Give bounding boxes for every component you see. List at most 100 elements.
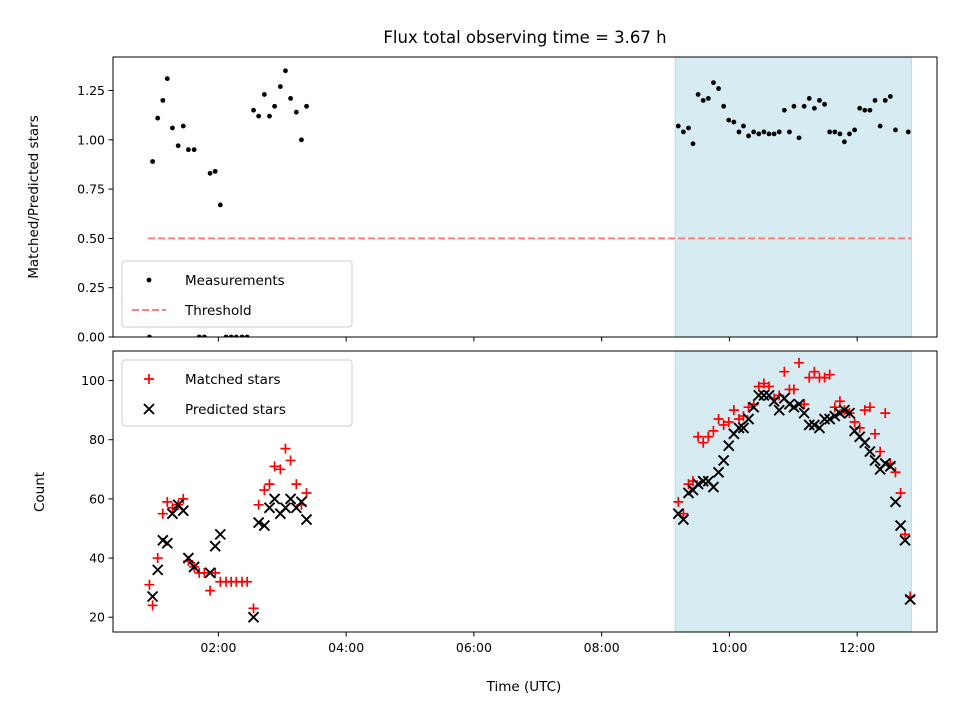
predicted-star-point <box>279 502 292 514</box>
matched-star-point <box>280 443 291 454</box>
matched-star-point <box>259 485 270 496</box>
predicted-star-point <box>295 496 308 508</box>
measurement-point <box>175 143 181 149</box>
measurement-point <box>217 202 223 208</box>
matched-star-point <box>269 461 280 472</box>
matched-star-point <box>890 467 901 478</box>
top-series-measurements <box>147 68 911 337</box>
matched-star-point <box>799 399 810 410</box>
predicted-star-point <box>263 502 276 514</box>
matched-star-point <box>242 576 253 587</box>
measurement-point <box>261 92 267 97</box>
matched-star-point <box>144 579 155 590</box>
measurement-point <box>201 334 207 337</box>
predicted-star-point <box>798 407 810 419</box>
measurement-point <box>787 129 792 135</box>
measurement-point <box>695 92 701 97</box>
measurement-point <box>841 139 847 145</box>
measurement-point <box>756 131 762 137</box>
measurement-point <box>776 129 782 135</box>
measurement-point <box>796 135 802 141</box>
top-y-tick-label: 0.25 <box>77 280 105 295</box>
measurement-point <box>832 129 838 135</box>
matched-star-point <box>834 396 845 407</box>
predicted-star-point <box>838 404 851 416</box>
measurement-point <box>256 113 262 119</box>
predicted-star-point <box>258 519 271 532</box>
measurement-point <box>726 117 732 123</box>
measurement-point <box>862 107 868 113</box>
measurement-point <box>185 147 191 153</box>
predicted-star-point <box>742 413 755 425</box>
matched-star-point <box>253 499 264 510</box>
measurement-point <box>700 97 706 103</box>
top-shaded-region <box>674 56 912 338</box>
top-y-tick-label: 1.00 <box>77 132 105 147</box>
matched-star-point <box>708 425 719 436</box>
bottom-x-tick-label: 12:00 <box>839 640 875 655</box>
measurement-point <box>766 131 772 137</box>
measurement-point <box>741 123 746 129</box>
predicted-star-point <box>697 475 709 487</box>
measurement-point <box>147 334 152 337</box>
measurement-point <box>791 103 797 109</box>
matched-star-point <box>723 416 734 427</box>
matched-star-point <box>779 366 790 377</box>
measurement-point <box>170 125 175 131</box>
measurement-point <box>155 115 161 121</box>
measurement-point <box>905 129 911 135</box>
measurement-point <box>160 97 166 103</box>
predicted-star-point <box>889 496 902 508</box>
measurement-point <box>293 109 299 115</box>
bottom-shaded-region <box>674 350 912 633</box>
measurement-point <box>867 107 873 113</box>
bottom-legend-predicted-stars-swatch <box>143 403 155 415</box>
bottom-y-tick-label: 20 <box>89 610 105 625</box>
predicted-star-point <box>677 513 690 526</box>
measurement-point <box>675 123 681 129</box>
measurement-point <box>781 107 787 113</box>
measurement-point <box>877 123 883 129</box>
matched-star-point <box>162 496 173 507</box>
predicted-star-point <box>284 493 297 505</box>
measurement-point <box>150 159 156 164</box>
measurement-point <box>705 96 711 101</box>
measurement-point <box>283 68 288 74</box>
bottom-y-tick-label: 80 <box>89 432 105 447</box>
matched-star-point <box>895 487 906 498</box>
predicted-star-point <box>748 401 760 413</box>
predicted-star-point <box>182 552 195 564</box>
predicted-star-point <box>843 407 856 419</box>
measurement-point <box>857 105 863 111</box>
measurement-point <box>771 131 777 137</box>
measurement-point <box>822 101 827 107</box>
measurement-point <box>180 123 186 129</box>
bottom-legend-predicted-stars-label: Predicted stars <box>185 402 286 418</box>
bottom-y-tick-label: 60 <box>89 491 105 506</box>
predicted-star-point <box>188 561 200 573</box>
matched-star-point <box>794 357 805 368</box>
measurement-point <box>207 170 213 176</box>
measurement-point <box>251 107 256 113</box>
measurement-point <box>751 129 757 135</box>
matched-star-point <box>758 378 769 389</box>
matched-star-point <box>819 372 830 383</box>
top-legend-box <box>121 260 353 328</box>
measurement-point <box>882 97 888 103</box>
measurement-point <box>277 84 283 89</box>
measurement-point <box>736 129 742 135</box>
measurement-point <box>233 334 239 337</box>
bottom-axes-frame <box>112 350 938 633</box>
matched-star-point <box>199 567 210 578</box>
matched-star-point <box>285 455 296 466</box>
top-y-axis-label: Matched/Predicted stars <box>26 115 42 278</box>
predicted-star-point <box>803 419 815 431</box>
measurement-point <box>893 127 898 133</box>
predicted-star-point <box>864 445 876 458</box>
measurement-point <box>244 334 250 337</box>
measurement-point <box>267 113 272 119</box>
predicted-star-point <box>733 422 745 434</box>
predicted-star-point <box>758 389 770 402</box>
top-y-tick-label: 0.75 <box>77 182 105 197</box>
predicted-star-point <box>166 508 179 520</box>
